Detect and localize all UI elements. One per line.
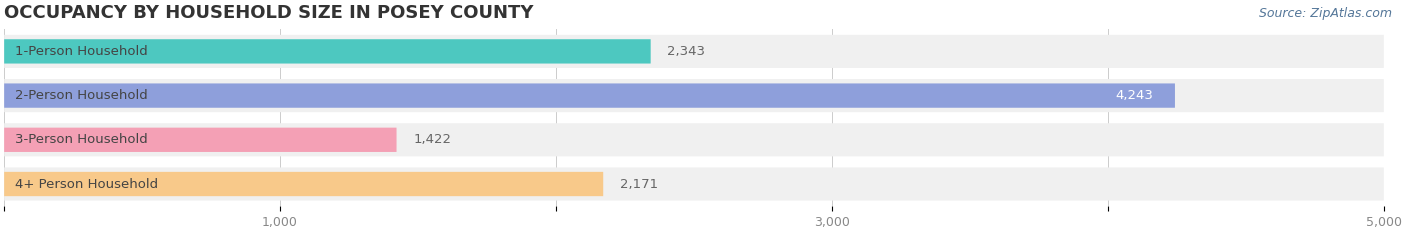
FancyBboxPatch shape [4,79,1384,112]
Text: OCCUPANCY BY HOUSEHOLD SIZE IN POSEY COUNTY: OCCUPANCY BY HOUSEHOLD SIZE IN POSEY COU… [4,4,534,22]
Text: 2-Person Household: 2-Person Household [15,89,148,102]
Text: 4+ Person Household: 4+ Person Household [15,178,159,191]
FancyBboxPatch shape [4,168,1384,201]
Text: 2,171: 2,171 [620,178,658,191]
Text: 3-Person Household: 3-Person Household [15,133,148,146]
Text: 1-Person Household: 1-Person Household [15,45,148,58]
Text: Source: ZipAtlas.com: Source: ZipAtlas.com [1258,7,1392,20]
FancyBboxPatch shape [4,172,603,196]
Text: 1,422: 1,422 [413,133,451,146]
Text: 2,343: 2,343 [668,45,706,58]
Text: 4,243: 4,243 [1115,89,1153,102]
FancyBboxPatch shape [4,35,1384,68]
FancyBboxPatch shape [4,83,1175,108]
FancyBboxPatch shape [4,39,651,64]
FancyBboxPatch shape [4,128,396,152]
FancyBboxPatch shape [4,123,1384,156]
